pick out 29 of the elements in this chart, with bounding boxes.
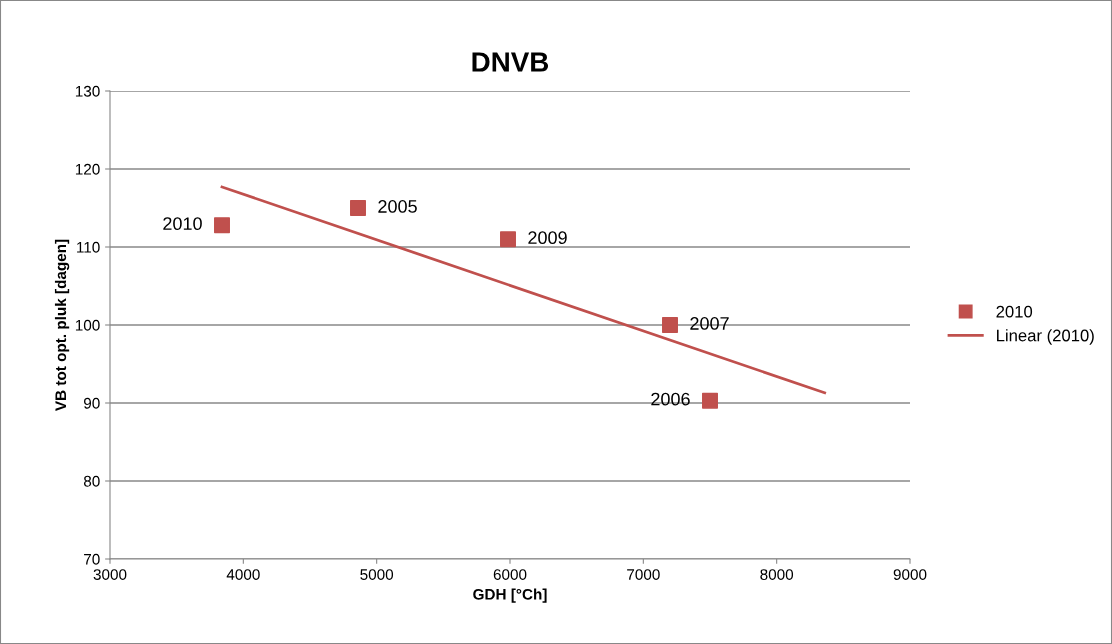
annotation: 2010 xyxy=(163,217,202,231)
y-tick-label: 110 xyxy=(77,241,100,253)
x-tick-label: 6000 xyxy=(493,569,527,580)
annotation: 2009 xyxy=(528,231,567,245)
legend-label: Linear (2010) xyxy=(997,329,1094,345)
point xyxy=(500,231,516,248)
chart-title: DNVB xyxy=(472,52,549,72)
legend-label: 2010 xyxy=(996,305,1033,318)
x-tick-label: 5000 xyxy=(360,569,394,580)
y-tick-label: 80 xyxy=(83,475,100,487)
annotation: 2005 xyxy=(378,200,417,213)
y-axis-title: VB tot opt. pluk [dagen] xyxy=(54,239,70,412)
x-tick-label: 7000 xyxy=(627,569,660,580)
y-tick-label: 90 xyxy=(84,397,100,409)
point xyxy=(214,217,230,234)
point xyxy=(702,392,718,409)
x-tick-label: 4000 xyxy=(226,569,260,580)
y-tick-label: 120 xyxy=(75,163,100,175)
y-tick-label: 130 xyxy=(75,85,100,97)
point xyxy=(662,317,678,333)
y-tick-label: 70 xyxy=(84,553,100,565)
x-tick-label: 8000 xyxy=(760,569,794,580)
x-tick-label: 3000 xyxy=(93,569,127,580)
annotation: 2007 xyxy=(690,317,729,330)
annotation: 2006 xyxy=(651,392,690,406)
x-tick-label: 9000 xyxy=(893,569,927,580)
x-axis-title: GDH [°Ch] xyxy=(473,588,547,603)
point xyxy=(350,200,366,216)
y-tick-label: 100 xyxy=(75,319,100,331)
